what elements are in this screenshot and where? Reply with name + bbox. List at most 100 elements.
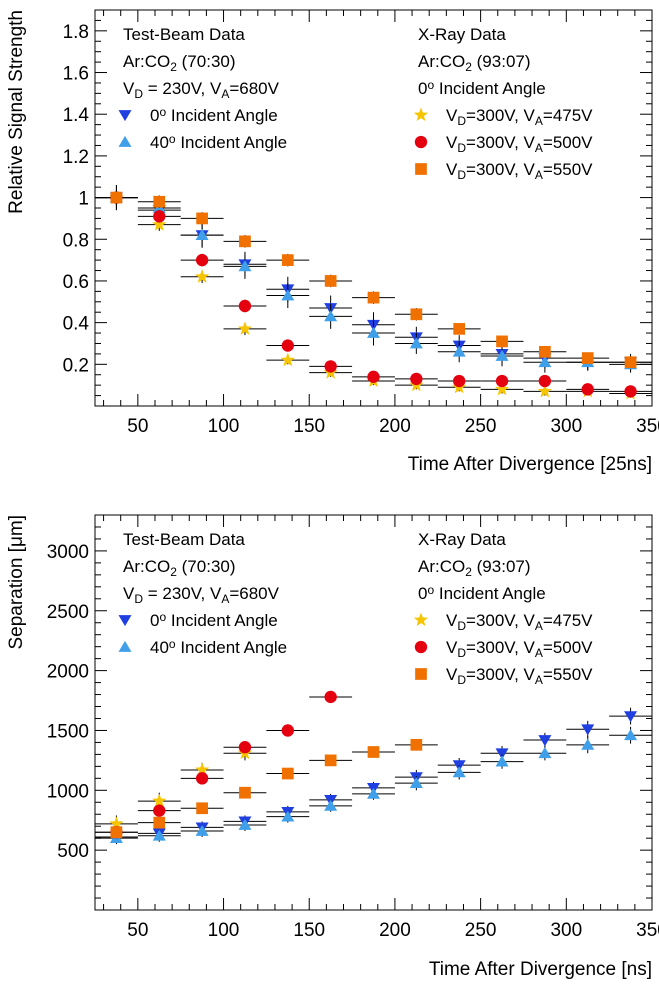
data-point (624, 729, 638, 741)
data-point (538, 747, 552, 759)
data-point (495, 748, 509, 760)
data-point (539, 345, 551, 358)
series-4 (95, 690, 353, 839)
data-point (409, 337, 423, 349)
data-point (453, 323, 466, 335)
data-point (452, 766, 466, 778)
data-point (495, 755, 509, 767)
y-tick-label: 1 (78, 189, 89, 210)
legend-entry-label: 40o Incident Angle (150, 637, 287, 657)
y-tick-label: 0.6 (63, 272, 89, 293)
legend-marker (118, 110, 132, 122)
y-tick-label: 1.6 (63, 64, 89, 85)
data-point (581, 738, 595, 750)
data-point (538, 374, 552, 388)
data-point (324, 310, 338, 322)
data-point (195, 253, 209, 267)
legend-header-line: X-Ray Data (418, 530, 506, 549)
data-point (196, 802, 208, 815)
data-point (195, 269, 210, 283)
y-tick-label: 0.4 (63, 314, 90, 335)
x-tick-label: 250 (465, 920, 497, 941)
data-point (238, 260, 252, 272)
data-point (410, 308, 423, 321)
data-point (238, 741, 252, 754)
data-point (238, 299, 252, 313)
legend-marker (118, 615, 132, 627)
data-point (110, 826, 123, 839)
data-point (581, 352, 594, 364)
legend-entry-label: 0o Incident Angle (150, 610, 278, 630)
legend-entry-label: VD=300V, VA=475V (446, 611, 593, 633)
y-tick-label: 500 (57, 841, 89, 862)
x-tick-label: 50 (127, 920, 148, 941)
legend-marker (414, 135, 428, 149)
data-point (581, 724, 595, 736)
data-point (367, 746, 380, 758)
y-tick-label: 1.2 (63, 147, 89, 168)
y-tick-label: 2000 (47, 662, 89, 683)
data-point (153, 816, 166, 829)
x-tick-label: 300 (550, 920, 582, 941)
legend-header-line: Test-Beam Data (123, 530, 245, 549)
legend-marker (415, 163, 427, 175)
plot-frame (94, 514, 653, 911)
y-tick-label: 1.4 (63, 105, 90, 126)
x-tick-label: 200 (379, 416, 411, 437)
x-axis-title: Time After Divergence [ns] (429, 959, 652, 980)
y-tick-label: 1000 (47, 781, 89, 802)
data-point (238, 818, 252, 830)
data-point (239, 235, 251, 248)
x-tick-label: 150 (293, 416, 325, 437)
data-point (281, 289, 295, 301)
legend-marker (118, 640, 132, 652)
data-point (410, 372, 423, 386)
data-point (537, 383, 552, 398)
y-tick-label: 3000 (47, 542, 89, 563)
data-point (494, 381, 510, 396)
legend-marker (413, 107, 429, 122)
y-tick-label: 2500 (47, 602, 89, 623)
legend-entry-label: VD=300V, VA=500V (446, 133, 593, 155)
data-point (624, 711, 638, 723)
x-tick-label: 350 (636, 416, 659, 437)
x-tick-label: 350 (636, 920, 659, 941)
x-tick-label: 50 (127, 416, 148, 437)
x-tick-label: 100 (208, 416, 240, 437)
y-tick-label: 1.8 (63, 22, 89, 43)
legend-marker (413, 612, 429, 627)
legend-test-beam: Test-Beam Data Ar:CO2 (70:30) VD = 230V, V… (118, 25, 287, 152)
legend-header-line: 0o Incident Angle (418, 583, 546, 603)
data-point (110, 191, 123, 204)
legend-entry-label: VD=300V, VA=475V (446, 106, 593, 128)
data-point (495, 374, 509, 388)
data-point (281, 339, 294, 352)
series-5 (95, 189, 652, 369)
legend-x-ray: X-Ray Data Ar:CO2 (93:07) 0o Incident Angl… (413, 530, 593, 687)
x-tick-label: 250 (465, 416, 497, 437)
data-point (195, 228, 209, 240)
data-point (324, 799, 338, 811)
y-tick-label: 0.8 (63, 230, 89, 251)
data-point (367, 787, 380, 799)
data-point (538, 356, 552, 368)
legend-test-beam: Test-Beam Data Ar:CO2 (70:30) VD = 230V, V… (118, 530, 287, 657)
panel-separation: 50 100 150 200 250 300 350 500 1000 1500 2000 2500 3… (6, 514, 659, 980)
data-point (152, 793, 167, 808)
y-axis-title: Relative Signal Strength (6, 10, 27, 214)
legend-header-line: Ar:CO2 (70:30) (123, 52, 236, 74)
x-tick-label: 300 (550, 416, 582, 437)
data-point (624, 356, 637, 369)
data-point (453, 374, 466, 388)
y-tick-label: 0.2 (63, 355, 89, 376)
data-point (409, 776, 423, 788)
legend-marker (415, 668, 427, 680)
data-point (624, 385, 637, 398)
data-point (496, 335, 508, 348)
data-point (195, 762, 210, 776)
data-point (109, 816, 124, 830)
data-point (195, 772, 209, 785)
panel-signal-strength: 50 100 150 200 250 300 350 0.2 0.4 0.6 0.8 1 1.2 1.4 1… (6, 9, 659, 475)
legend-header-line: Ar:CO2 (70:30) (123, 557, 236, 579)
